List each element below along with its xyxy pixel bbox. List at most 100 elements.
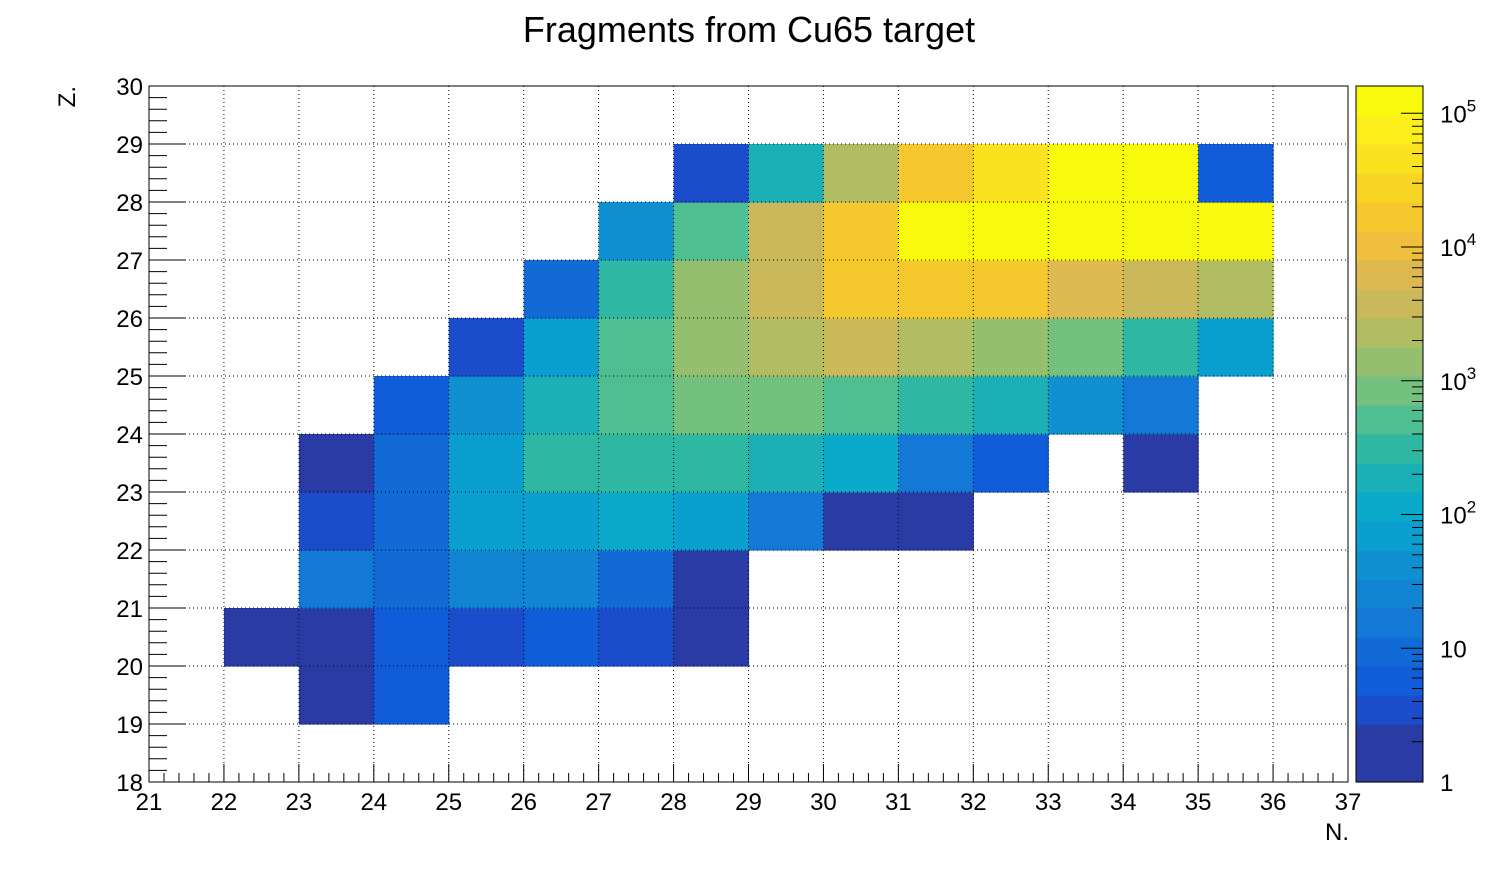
- x-tick-label: 21: [136, 789, 163, 816]
- heatmap-cell: [448, 376, 525, 435]
- color-scale-swatch: [1356, 289, 1423, 319]
- x-tick-label: 31: [885, 789, 912, 816]
- heatmap-cell: [523, 376, 600, 435]
- x-tick-label: 35: [1185, 789, 1212, 816]
- color-scale-swatch: [1356, 405, 1423, 435]
- heatmap-cell: [973, 376, 1049, 435]
- x-tick-label: 24: [360, 789, 387, 816]
- x-tick-label: 36: [1260, 789, 1287, 816]
- heatmap-cell: [1123, 318, 1199, 377]
- heatmap-cell: [298, 550, 375, 609]
- z-tick-label: 1: [1440, 770, 1453, 797]
- heatmap-cell: [1198, 260, 1274, 319]
- heatmap-cell: [373, 434, 450, 493]
- color-scale-swatch: [1356, 463, 1423, 493]
- heatmap-cell: [298, 608, 375, 667]
- heatmap-cell: [448, 318, 525, 377]
- heatmap-cell: [1123, 202, 1199, 261]
- heatmap-cell: [1048, 318, 1124, 377]
- color-scale-swatch: [1356, 608, 1423, 638]
- color-scale-swatch: [1356, 550, 1423, 580]
- heatmap-cell: [598, 376, 675, 435]
- y-tick-label: 28: [116, 190, 143, 217]
- heatmap-cell: [748, 492, 825, 551]
- x-tick-label: 28: [660, 789, 687, 816]
- y-axis-label: Z.: [54, 86, 81, 107]
- color-scale-swatch: [1356, 144, 1423, 174]
- heatmap-cell: [598, 260, 675, 319]
- heatmap-cell: [973, 434, 1049, 493]
- heatmap-cell: [1198, 318, 1274, 377]
- x-tick-label: 30: [810, 789, 837, 816]
- color-scale-swatch: [1356, 86, 1423, 116]
- heatmap-cell: [673, 202, 750, 261]
- heatmap-cell: [1198, 202, 1274, 261]
- heatmap-cell: [523, 550, 600, 609]
- x-tick-label: 37: [1335, 789, 1362, 816]
- x-tick-label: 33: [1035, 789, 1062, 816]
- heatmap-cell: [1048, 144, 1124, 203]
- heatmap-cell: [223, 608, 300, 667]
- heatmap-cell: [823, 202, 899, 261]
- heatmap-cell: [973, 260, 1049, 319]
- color-scale-swatch: [1356, 492, 1423, 522]
- heatmap-cell: [898, 144, 974, 203]
- heatmap-cell: [373, 376, 450, 435]
- heatmap-cell: [1048, 202, 1124, 261]
- heatmap-cell: [523, 260, 600, 319]
- z-tick-label: 105: [1440, 96, 1476, 128]
- heatmap-cell: [898, 202, 974, 261]
- heatmap-cell: [673, 260, 750, 319]
- chart-title: Fragments from Cu65 target: [523, 9, 975, 50]
- color-scale-swatch: [1356, 318, 1423, 348]
- heatmap-cell: [373, 550, 450, 609]
- heatmap-cell: [298, 492, 375, 551]
- heatmap-cell: [598, 492, 675, 551]
- heatmap-cell: [1123, 434, 1199, 493]
- y-tick-label: 20: [116, 654, 143, 681]
- heatmap-cell: [1123, 376, 1199, 435]
- heatmap-cell: [448, 492, 525, 551]
- heatmap-cell: [748, 318, 825, 377]
- heatmap-cell: [598, 434, 675, 493]
- y-tick-label: 22: [116, 538, 143, 565]
- y-tick-label: 21: [116, 596, 143, 623]
- z-tick-exponent: 3: [1467, 364, 1476, 383]
- heatmap-cell: [748, 434, 825, 493]
- z-tick-exponent: 5: [1467, 96, 1476, 115]
- heatmap-cell: [748, 260, 825, 319]
- heatmap-cell: [373, 608, 450, 667]
- x-tick-label: 34: [1110, 789, 1137, 816]
- y-tick-label: 27: [116, 248, 143, 275]
- color-scale-swatch: [1356, 521, 1423, 551]
- x-tick-label: 27: [585, 789, 612, 816]
- y-tick-label: 29: [116, 132, 143, 159]
- x-tick-label: 23: [286, 789, 313, 816]
- color-scale-swatch: [1356, 115, 1423, 145]
- heatmap-cell: [748, 376, 825, 435]
- heatmap-cell: [748, 144, 825, 203]
- z-tick-exponent: 4: [1467, 230, 1476, 249]
- color-scale-swatch: [1356, 347, 1423, 377]
- x-tick-label: 25: [435, 789, 462, 816]
- heatmap-cell: [298, 434, 375, 493]
- heatmap-cell: [373, 666, 450, 725]
- y-tick-label: 25: [116, 364, 143, 391]
- heatmap-cell: [448, 434, 525, 493]
- heatmap-cell: [523, 492, 600, 551]
- heatmap-cell: [598, 608, 675, 667]
- heatmap-cell: [673, 434, 750, 493]
- heatmap-cell: [373, 492, 450, 551]
- z-tick-exponent: 2: [1467, 498, 1476, 517]
- color-scale-swatch: [1356, 579, 1423, 609]
- color-scale-bar: 1 10 102 103 104 105: [1355, 85, 1476, 797]
- heatmap-cell: [673, 608, 750, 667]
- color-scale-swatch: [1356, 666, 1423, 696]
- heatmap-cell: [523, 318, 600, 377]
- heatmap-cell: [898, 260, 974, 319]
- heatmap-cell: [598, 550, 675, 609]
- color-scale-swatch: [1356, 231, 1423, 261]
- z-tick-label: 104: [1440, 230, 1476, 262]
- heatmap-cell: [1048, 376, 1124, 435]
